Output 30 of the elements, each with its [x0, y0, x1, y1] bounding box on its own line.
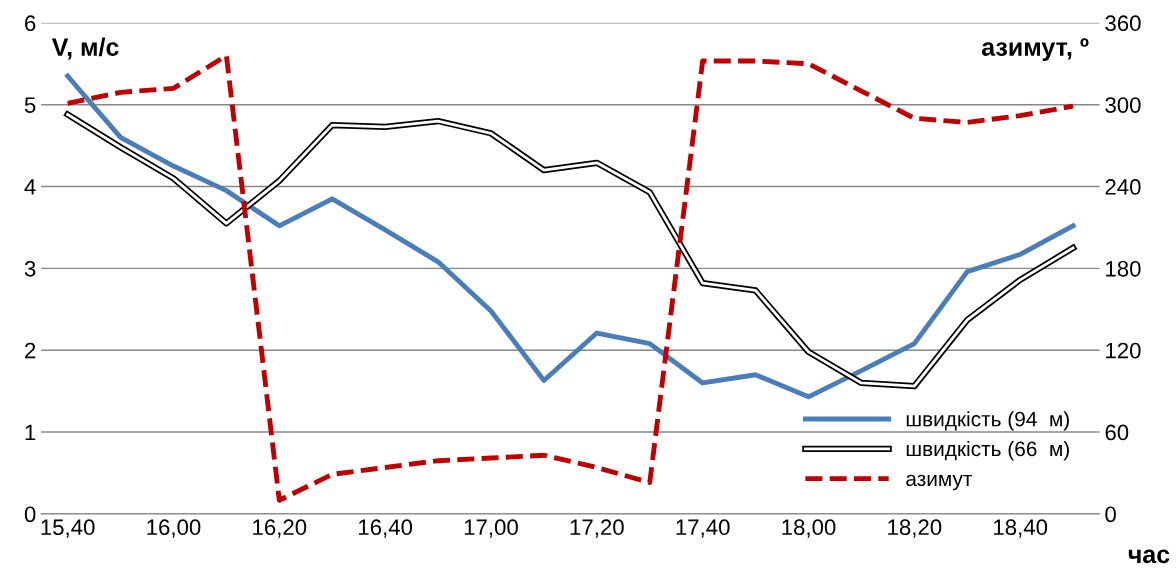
y2-tick-label: 180: [1106, 260, 1141, 277]
x-tick-label: 17,00: [464, 519, 518, 538]
x-tick-label: 18,40: [994, 519, 1048, 538]
y2-tick-label: 120: [1106, 342, 1141, 359]
legend-label: швидкість (94 м): [906, 411, 1069, 431]
x-tick-label: 17,20: [570, 519, 624, 538]
x-tick-label: 15,40: [41, 519, 95, 538]
y2-tick-label: 240: [1105, 179, 1141, 195]
legend-label: швидкість (66 м): [906, 440, 1069, 461]
y-tick-label: 1: [25, 424, 36, 441]
y-tick-label: 5: [24, 97, 36, 113]
x-axis-title: час: [1128, 549, 1170, 564]
y2-tick-label: 360: [1105, 15, 1141, 32]
y2-tick-label: 60: [1105, 424, 1129, 441]
x-tick-label: 17,40: [676, 519, 730, 538]
y2-axis-title: азимут, º: [981, 38, 1089, 61]
x-tick-label: 16,00: [147, 519, 201, 538]
x-tick-label: 18,20: [888, 519, 942, 538]
legend-label: азимут: [906, 474, 973, 491]
x-tick-label: 18,00: [782, 519, 836, 538]
y2-tick-label: 0: [1105, 506, 1116, 523]
y-tick-label: 6: [25, 15, 36, 32]
x-tick-label: 16,40: [359, 519, 413, 538]
x-tick-label: 16,20: [253, 519, 307, 538]
y2-tick-label: 300: [1105, 97, 1141, 113]
y-tick-label: 2: [25, 342, 36, 359]
y-tick-label: 4: [24, 179, 36, 195]
y-tick-label: 0: [24, 506, 36, 523]
y-tick-label: 3: [24, 260, 36, 277]
y-axis-title: V, м/с: [51, 37, 119, 60]
